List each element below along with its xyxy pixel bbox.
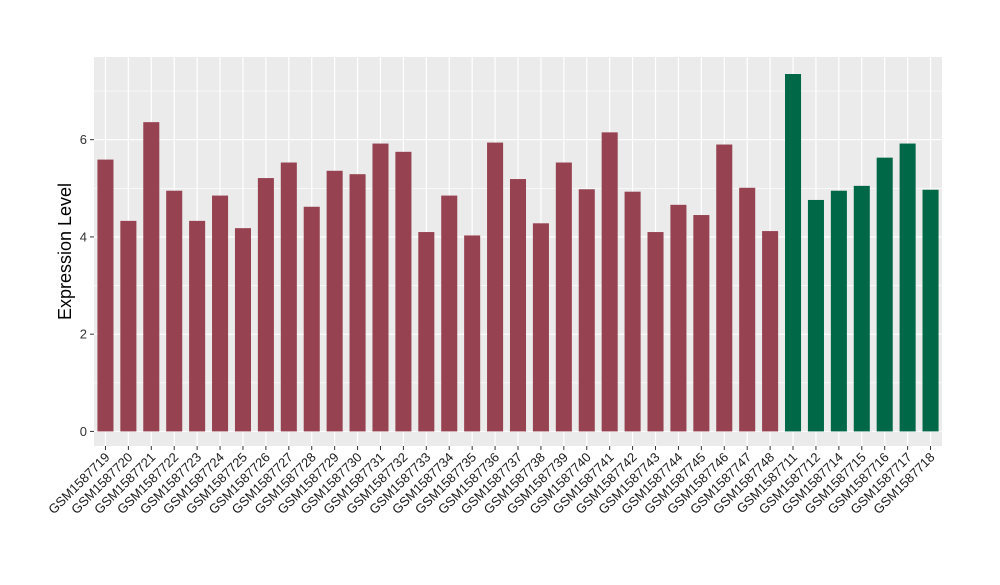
- bar-GSM1587723: [189, 220, 206, 432]
- bar-GSM1587748: [762, 231, 779, 432]
- bar-GSM1587730: [349, 174, 366, 432]
- x-axis: GSM1587719GSM1587720GSM1587721GSM1587722…: [45, 446, 938, 517]
- bar-GSM1587729: [326, 170, 343, 432]
- bar-GSM1587740: [578, 189, 595, 432]
- bar-GSM1587742: [624, 191, 641, 432]
- bar-GSM1587737: [509, 179, 527, 432]
- bar-GSM1587724: [212, 195, 229, 432]
- bar-GSM1587741: [601, 132, 618, 432]
- y-axis: 0 2 4 6: [80, 132, 94, 439]
- bar-GSM1587726: [257, 178, 274, 432]
- bar-GSM1587736: [487, 142, 504, 432]
- bar-GSM1587734: [441, 195, 458, 432]
- bar-GSM1587711: [785, 74, 802, 432]
- bar-GSM1587714: [830, 190, 847, 432]
- bar-GSM1587715: [853, 185, 870, 432]
- bar-GSM1587716: [876, 157, 893, 432]
- y-tick-label: 6: [80, 132, 87, 147]
- bar-GSM1587747: [739, 187, 756, 432]
- bar-GSM1587739: [555, 162, 572, 432]
- bar-GSM1587731: [372, 143, 389, 432]
- bar-GSM1587733: [418, 232, 435, 432]
- bar-GSM1587735: [464, 235, 481, 432]
- bar-GSM1587720: [120, 220, 137, 432]
- bar-GSM1587744: [670, 204, 687, 432]
- bar-GSM1587718: [922, 189, 939, 432]
- bar-GSM1587719: [97, 159, 114, 432]
- bar-GSM1587722: [166, 190, 183, 432]
- bar-GSM1587721: [143, 122, 160, 432]
- bar-GSM1587738: [532, 223, 549, 432]
- bar-GSM1587743: [647, 232, 664, 432]
- bar-GSM1587727: [280, 162, 297, 432]
- y-axis-title: Expression Level: [55, 183, 75, 320]
- y-tick-label: 0: [80, 424, 87, 439]
- bar-GSM1587746: [716, 144, 733, 432]
- y-tick-label: 2: [80, 327, 87, 342]
- bar-GSM1587745: [693, 215, 710, 432]
- bar-GSM1587712: [807, 199, 824, 432]
- bars: [97, 74, 939, 432]
- bar-GSM1587732: [395, 151, 412, 432]
- bar-GSM1587728: [303, 206, 320, 432]
- y-tick-label: 4: [80, 229, 87, 244]
- bar-GSM1587717: [899, 143, 916, 432]
- bar-GSM1587725: [234, 228, 251, 432]
